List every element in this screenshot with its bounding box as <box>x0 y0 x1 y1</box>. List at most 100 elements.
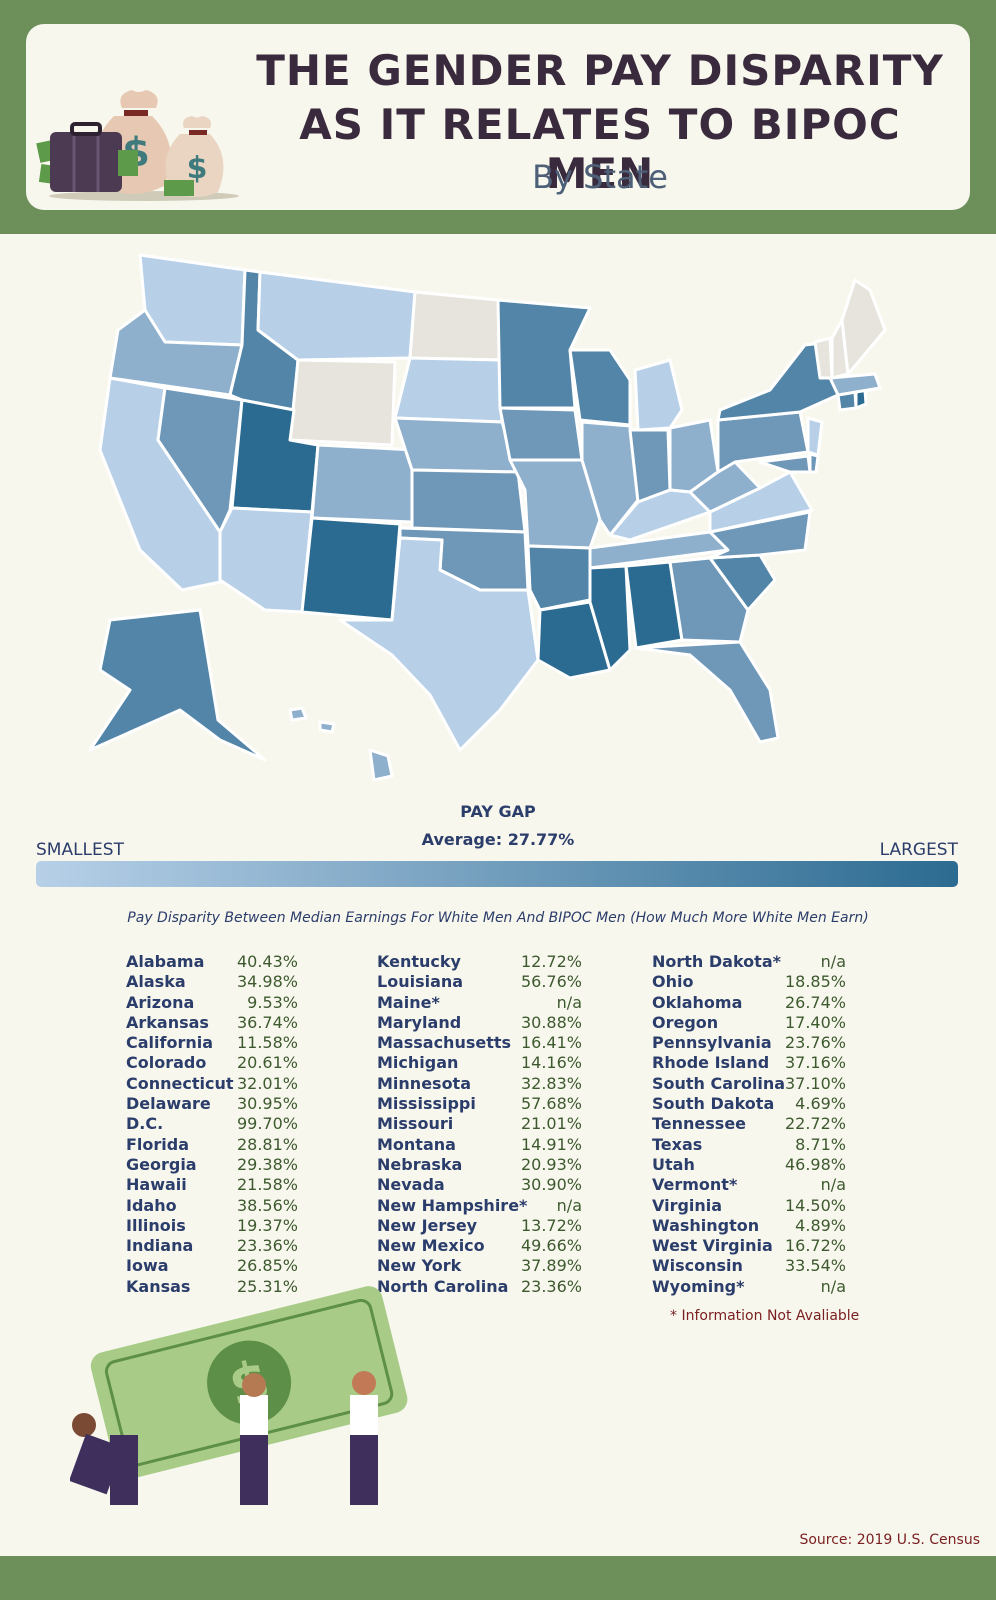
pay-gap-value: 19.37% <box>236 1215 298 1235</box>
table-row: Texas 8.71% <box>652 1135 846 1155</box>
pay-gap-value: 23.76% <box>784 1033 846 1053</box>
state-iowa <box>498 406 584 462</box>
money-bags-icon: $ $ <box>36 90 239 201</box>
state-alaska <box>88 608 267 762</box>
pay-gap-value: 11.58% <box>236 1033 298 1053</box>
pay-gap-value: 22.72% <box>784 1114 846 1134</box>
state-name: Iowa <box>126 1256 169 1276</box>
table-row: Colorado 20.61% <box>126 1053 298 1073</box>
pay-gap-value: 32.01% <box>236 1073 298 1093</box>
us-choropleth-map <box>88 253 887 782</box>
state-michigan <box>633 358 684 432</box>
table-row: Florida 28.81% <box>126 1135 298 1155</box>
state-name: Ohio <box>652 972 694 992</box>
pay-gap-value: 13.72% <box>520 1215 582 1235</box>
state-name: Alaska <box>126 972 186 992</box>
pay-gap-value: 18.85% <box>784 972 846 992</box>
pay-gap-value: n/a <box>556 992 582 1012</box>
state-name: New Hampshire* <box>377 1195 528 1215</box>
state-south-dakota <box>393 356 504 424</box>
table-row: New Jersey 13.72% <box>377 1216 582 1236</box>
state-name: Wisconsin <box>652 1256 743 1276</box>
pay-gap-value: 14.50% <box>784 1195 846 1215</box>
pay-gap-value: 14.16% <box>520 1053 582 1073</box>
state-georgia <box>668 556 750 644</box>
state-name: Vermont* <box>652 1175 738 1195</box>
state-nebraska <box>393 416 520 474</box>
state-florida <box>634 640 780 744</box>
table-row: Mississippi 57.68% <box>377 1094 582 1114</box>
table-row: Vermont* n/a <box>652 1175 846 1195</box>
pay-gap-value: n/a <box>820 1276 846 1296</box>
table-row: Alabama 40.43% <box>126 952 298 972</box>
state-wyoming <box>288 358 397 447</box>
table-column-1: Alabama 40.43% Alaska 34.98% Arizona 9.53% Ark… <box>126 952 298 1297</box>
table-row: Iowa 26.85% <box>126 1256 298 1276</box>
state-name: Pennsylvania <box>652 1033 772 1053</box>
state-name: Tennessee <box>652 1114 747 1134</box>
pay-gap-value: 46.98% <box>784 1154 846 1174</box>
table-row: Kentucky 12.72% <box>377 952 582 972</box>
state-name: South Carolina <box>652 1073 786 1093</box>
table-row: Ohio 18.85% <box>652 972 846 992</box>
pay-gap-value: 28.81% <box>236 1134 298 1154</box>
state-name: Nebraska <box>377 1154 463 1174</box>
state-north-dakota <box>408 290 502 362</box>
footer-band <box>0 1556 996 1600</box>
table-row: Virginia 14.50% <box>652 1196 846 1216</box>
pay-gap-value: 99.70% <box>236 1114 298 1134</box>
legend-title: PAY GAP <box>460 802 536 821</box>
pay-gap-value: 23.36% <box>236 1236 298 1256</box>
table-row: North Dakota* n/a <box>652 952 846 972</box>
state-name: California <box>126 1033 214 1053</box>
state-massachusetts <box>828 372 882 397</box>
table-row: Georgia 29.38% <box>126 1155 298 1175</box>
table-row: Tennessee 22.72% <box>652 1114 846 1134</box>
state-west-virginia <box>688 460 762 514</box>
table-row: South Carolina 37.10% <box>652 1074 846 1094</box>
state-arkansas <box>526 544 592 612</box>
state-kansas <box>410 468 527 534</box>
pay-gap-value: 33.54% <box>784 1256 846 1276</box>
pay-gap-value: 32.83% <box>520 1073 582 1093</box>
table-row: Oregon 17.40% <box>652 1013 846 1033</box>
table-row: Maine* n/a <box>377 993 582 1013</box>
dollar-bill-illustration: $ <box>70 1286 408 1505</box>
pay-gap-value: 37.10% <box>784 1073 846 1093</box>
table-row: Idaho 38.56% <box>126 1196 298 1216</box>
table-row: New York 37.89% <box>377 1256 582 1276</box>
table-row: Minnesota 32.83% <box>377 1074 582 1094</box>
state-name: Nevada <box>377 1175 445 1195</box>
pay-gap-value: n/a <box>820 952 846 971</box>
pay-gap-value: 25.31% <box>236 1276 298 1296</box>
state-name: Michigan <box>377 1053 459 1073</box>
legend-average: Average: 27.77% <box>421 830 575 849</box>
table-row: Louisiana 56.76% <box>377 972 582 992</box>
state-name: Kentucky <box>377 952 461 971</box>
state-name: Delaware <box>126 1094 211 1114</box>
table-row: Nebraska 20.93% <box>377 1155 582 1175</box>
pay-gap-value: 38.56% <box>236 1195 298 1215</box>
table-row: Washington 4.89% <box>652 1216 846 1236</box>
table-row: Michigan 14.16% <box>377 1053 582 1073</box>
title-line-1: THE GENDER PAY DISPARITY <box>256 46 944 95</box>
pay-gap-value: n/a <box>820 1175 846 1195</box>
table-caption: Pay Disparity Between Median Earnings Fo… <box>127 910 869 926</box>
pay-gap-value: 34.98% <box>236 972 298 992</box>
footnote: * Information Not Avaliable <box>670 1308 860 1324</box>
table-row: Kansas 25.31% <box>126 1277 298 1297</box>
pay-gap-value: 16.41% <box>520 1033 582 1053</box>
legend-smallest-label: SMALLEST <box>36 840 124 860</box>
state-name: Maryland <box>377 1012 462 1032</box>
pay-gap-value: 21.58% <box>236 1175 298 1195</box>
table-row: Wyoming* n/a <box>652 1277 846 1297</box>
state-name: North Carolina <box>377 1276 509 1296</box>
table-row: Massachusetts 16.41% <box>377 1033 582 1053</box>
state-name: West Virginia <box>652 1236 773 1256</box>
pay-gap-value: 8.71% <box>795 1134 846 1154</box>
table-row: North Carolina 23.36% <box>377 1277 582 1297</box>
state-maine <box>840 278 887 376</box>
table-row: California 11.58% <box>126 1033 298 1053</box>
table-row: Utah 46.98% <box>652 1155 846 1175</box>
table-row: Oklahoma 26.74% <box>652 993 846 1013</box>
